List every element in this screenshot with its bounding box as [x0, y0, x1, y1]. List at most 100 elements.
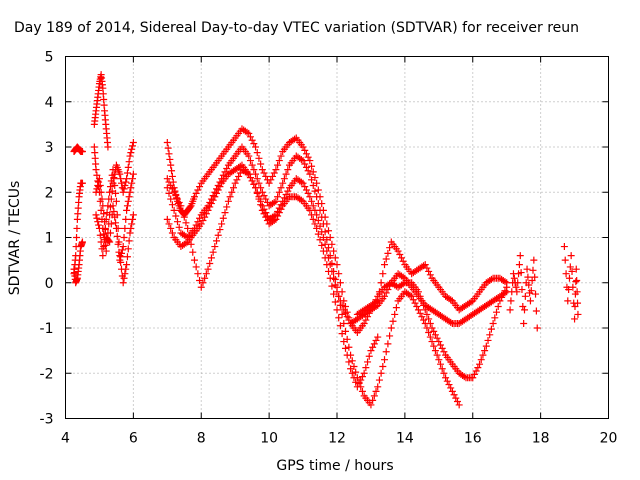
data-point [358, 373, 366, 381]
data-point [340, 306, 348, 314]
data-point [129, 175, 137, 183]
data-point [168, 172, 176, 180]
x-tick-label: 20 [600, 431, 618, 447]
data-point [123, 206, 131, 214]
data-point [92, 166, 100, 174]
data-point [202, 210, 210, 218]
data-point [474, 364, 482, 372]
data-point [447, 296, 455, 304]
data-point [486, 331, 494, 339]
y-tick-label: -2 [40, 366, 54, 382]
data-point [192, 189, 200, 197]
data-point [78, 179, 86, 187]
data-point [301, 160, 309, 168]
data-point [482, 342, 490, 350]
data-point [306, 157, 314, 165]
data-point [527, 287, 535, 295]
x-tick-label: 16 [464, 431, 482, 447]
data-point [328, 240, 336, 248]
data-point [391, 310, 399, 318]
data-point [184, 224, 192, 232]
x-tick-label: 14 [396, 431, 414, 447]
data-point [120, 185, 128, 193]
data-point [196, 183, 204, 191]
data-point [279, 179, 287, 187]
data-point [201, 213, 209, 221]
data-point [216, 226, 224, 234]
data-point [506, 306, 514, 314]
data-point [168, 201, 176, 209]
data-point [367, 347, 375, 355]
x-axis-label: GPS time / hours [276, 458, 393, 474]
data-point [175, 198, 183, 206]
data-point [447, 318, 455, 326]
data-point [257, 201, 265, 209]
data-point [433, 334, 441, 342]
data-point [245, 152, 253, 160]
data-point [362, 364, 370, 372]
data-point [355, 379, 363, 387]
data-points [70, 71, 582, 409]
data-point [367, 401, 375, 409]
data-point [375, 376, 383, 384]
data-point [526, 297, 534, 305]
data-point [440, 369, 448, 377]
data-point [121, 270, 129, 278]
x-tick-label: 4 [61, 431, 70, 447]
data-point [306, 206, 314, 214]
data-point [224, 197, 232, 205]
data-point [280, 175, 288, 183]
data-point [187, 240, 195, 248]
data-point [73, 224, 81, 232]
data-point [517, 269, 525, 277]
data-point [362, 316, 370, 324]
data-point [95, 221, 103, 229]
data-point [267, 176, 275, 184]
data-point [265, 179, 273, 187]
data-point [399, 280, 407, 288]
data-point [165, 178, 173, 186]
data-point [128, 220, 136, 228]
data-point [316, 236, 324, 244]
data-point [299, 157, 307, 165]
data-point [126, 152, 134, 160]
data-point [260, 192, 268, 200]
data-point [336, 322, 344, 330]
data-point [274, 212, 282, 220]
data-point [516, 252, 524, 260]
data-point [321, 254, 329, 262]
data-point [204, 206, 212, 214]
data-point [116, 256, 124, 264]
data-point [277, 184, 285, 192]
data-point [302, 150, 310, 158]
data-point [333, 261, 341, 269]
data-point [111, 181, 119, 189]
data-point [127, 184, 135, 192]
data-point [493, 308, 501, 316]
data-point [523, 265, 531, 273]
data-point [258, 166, 266, 174]
data-point [318, 213, 326, 221]
data-point [223, 203, 231, 211]
data-point [125, 237, 133, 245]
data-point [168, 185, 176, 193]
data-point [453, 398, 461, 406]
data-point [182, 219, 190, 227]
data-point [413, 303, 421, 311]
data-point [194, 270, 202, 278]
data-point [277, 205, 285, 213]
data-point [246, 133, 254, 141]
data-point [112, 197, 120, 205]
data-point [336, 297, 344, 305]
data-point [360, 369, 368, 377]
data-point [248, 161, 256, 169]
data-point [186, 203, 194, 211]
data-point [207, 254, 215, 262]
data-point [275, 157, 283, 165]
data-point [129, 138, 137, 146]
data-point [384, 286, 392, 294]
data-point [321, 240, 329, 248]
data-point [92, 211, 100, 219]
data-point [328, 260, 336, 268]
data-point [258, 206, 266, 214]
